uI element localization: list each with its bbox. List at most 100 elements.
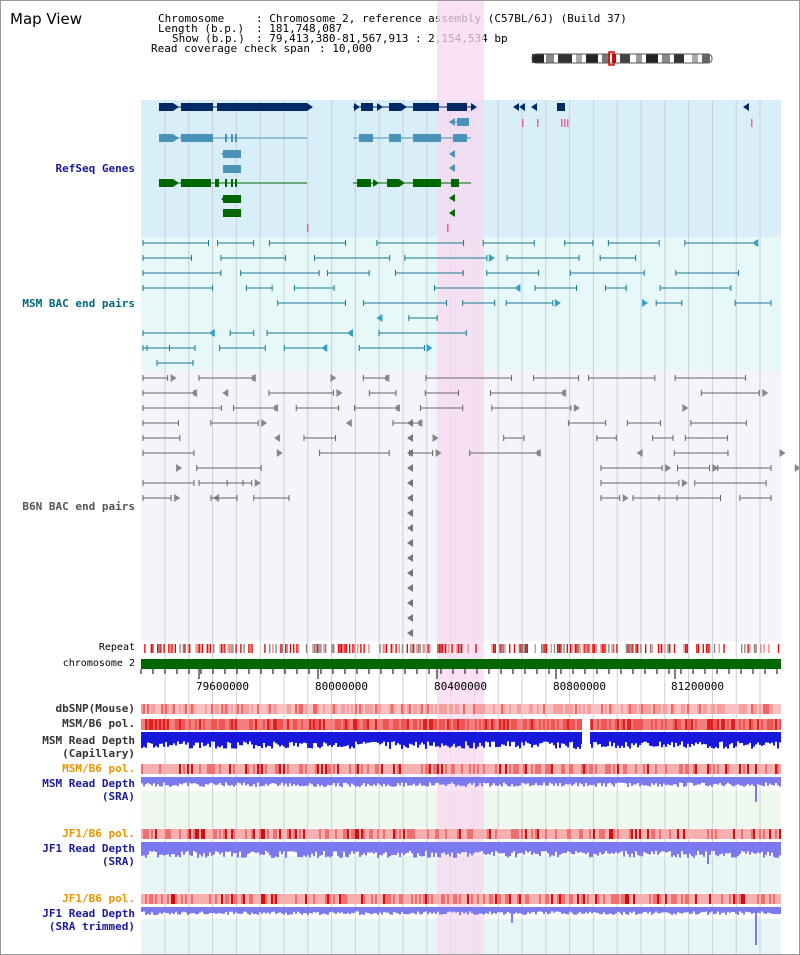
jf1-trim-depth-bar <box>637 907 639 914</box>
jf1-trim-depth-bar <box>399 907 401 915</box>
msm-b6-pol-strip <box>275 719 277 730</box>
msm-b6-pol-strip <box>379 719 381 730</box>
msm-sra-depth-bar <box>737 777 739 785</box>
jf1-trim-depth-bar <box>215 907 217 914</box>
msm-b6-pol-strip <box>767 719 769 730</box>
jf1-sra-depth-bar <box>367 842 369 853</box>
msm-b6-pol-strip-2 <box>385 764 387 774</box>
dbsnp-strip <box>195 704 197 714</box>
ideogram-position-marker <box>608 51 615 66</box>
jf1-trim-depth-bar <box>277 907 279 914</box>
jf1-sra-depth-bar <box>231 842 233 857</box>
msm-sra-depth-bar <box>349 777 351 787</box>
msm-b6-pol-strip-2 <box>297 764 299 774</box>
msm-capillary-depth-bar <box>213 732 215 742</box>
msm-sra-depth-bar <box>611 777 613 785</box>
jf1-b6-pol-strip-2 <box>601 894 603 904</box>
dbsnp-strip <box>229 704 231 714</box>
dbsnp-strip <box>317 704 319 714</box>
jf1-b6-pol-strip <box>481 829 483 839</box>
jf1-b6-pol-strip <box>573 829 575 839</box>
jf1-trim-depth-bar <box>299 907 301 914</box>
repeat-mark <box>229 644 231 653</box>
gene-exon <box>389 103 401 111</box>
ideogram-band <box>620 54 630 63</box>
msm-capillary-depth-bar <box>351 732 353 747</box>
dbsnp-strip <box>505 704 507 714</box>
jf1-trim-depth-bar <box>221 907 223 914</box>
msm-b6-pol-strip <box>173 719 175 730</box>
msm-b6-pol-strip-2 <box>299 764 301 774</box>
msm-b6-pol-strip-2 <box>475 764 477 774</box>
msm-sra-depth-bar <box>583 777 585 787</box>
jf1-b6-pol-strip-2 <box>481 894 483 904</box>
msm-b6-pol-strip <box>649 719 651 730</box>
msm-b6-pol-strip <box>401 719 403 730</box>
jf1-trim-depth-bar <box>145 907 147 915</box>
msm-b6-pol-strip <box>151 719 153 730</box>
dbsnp-strip <box>323 704 325 714</box>
dbsnp-strip <box>463 704 465 714</box>
msm-capillary-depth-bar <box>495 732 497 748</box>
jf1-b6-pol-strip <box>743 829 745 839</box>
msm-sra-depth-bar <box>289 777 291 784</box>
msm-b6-pol-strip <box>415 719 417 730</box>
jf1-b6-pol-strip-2 <box>183 894 185 904</box>
repeat-mark <box>513 644 516 653</box>
msm-sra-depth-bar <box>453 777 455 785</box>
msm-capillary-depth-bar <box>689 732 691 748</box>
msm-sra-depth-bar <box>689 777 691 783</box>
msm-capillary-depth-bar <box>219 732 221 748</box>
jf1-sra-depth-bar <box>351 842 353 852</box>
jf1-b6-pol-strip-2 <box>779 894 781 904</box>
jf1-b6-pol-strip-2 <box>495 894 497 904</box>
msm-b6-pol-strip-2 <box>279 764 281 774</box>
jf1-sra-depth-bar <box>471 842 473 856</box>
jf1-sra-depth-bar <box>273 842 275 858</box>
msm-b6-pol-strip-2 <box>391 764 393 774</box>
msm-sra-depth-bar <box>441 777 443 785</box>
msm-capillary-depth-bar <box>205 732 207 746</box>
jf1-trim-depth-bar <box>367 907 369 913</box>
jf1-trim-depth-bar <box>603 907 605 913</box>
jf1-b6-pol-strip-2 <box>641 894 643 904</box>
dbsnp-strip <box>717 704 719 714</box>
dbsnp-strip <box>255 704 257 714</box>
jf1-b6-pol-strip-2 <box>519 894 521 904</box>
dbsnp-strip <box>683 704 685 714</box>
msm-b6-pol-strip <box>141 719 143 730</box>
msm-b6-pol-strip-2 <box>173 764 175 774</box>
dbsnp-strip <box>341 704 343 714</box>
msm-sra-depth-bar <box>735 777 737 785</box>
msm-b6-pol-strip <box>383 719 385 730</box>
dbsnp-strip <box>777 704 779 714</box>
msm-capillary-depth-bar <box>655 732 657 747</box>
msm-capillary-depth-bar <box>389 732 391 749</box>
dbsnp-strip <box>693 704 695 714</box>
dbsnp-strip <box>367 704 369 714</box>
dbsnp-strip <box>427 704 429 714</box>
jf1-sra-depth-bar <box>225 842 227 852</box>
jf1-sra-depth-bar <box>165 842 167 855</box>
msm-b6-pol-strip-2 <box>469 764 471 774</box>
jf1-sra-depth-bar <box>677 842 679 855</box>
dbsnp-strip <box>185 704 187 714</box>
dbsnp-strip <box>401 704 403 714</box>
jf1-sra-depth-bar <box>455 842 457 858</box>
repeat-mark <box>213 644 215 653</box>
dbsnp-strip <box>733 704 735 714</box>
msm-b6-pol-strip <box>609 719 611 730</box>
jf1-b6-pol-strip-2 <box>175 894 177 904</box>
msm-capillary-depth-bar <box>501 732 503 745</box>
msm-b6-pol-strip-2 <box>227 764 229 774</box>
msm-sra-depth-bar <box>205 777 207 785</box>
jf1-sra-depth-bar <box>287 842 289 852</box>
msm-b6-pol-strip <box>629 719 631 730</box>
snp-mark <box>537 119 539 127</box>
jf1-sra-depth-bar <box>425 842 427 851</box>
dbsnp-strip <box>187 704 189 714</box>
msm-b6-pol-strip-2 <box>219 764 221 774</box>
jf1-sra-depth-bar <box>683 842 685 855</box>
msm-capillary-depth-bar <box>377 732 379 743</box>
